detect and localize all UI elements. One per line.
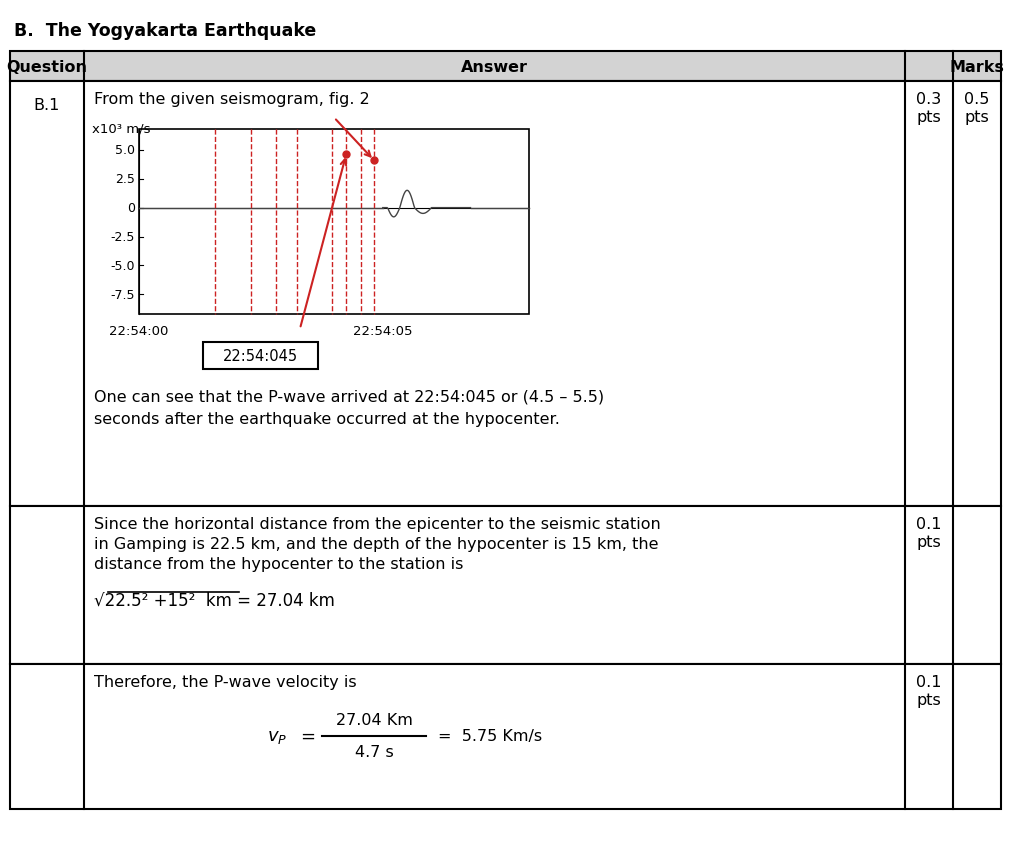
Text: =  5.75 Km/s: = 5.75 Km/s	[438, 728, 542, 744]
Text: -5.0: -5.0	[110, 259, 135, 273]
Text: 0: 0	[127, 202, 135, 215]
Bar	[203, 343, 318, 369]
Text: 22:54:05: 22:54:05	[353, 325, 412, 338]
Text: -7.5: -7.5	[110, 288, 135, 301]
Text: pts: pts	[964, 110, 990, 125]
Text: x10³ m/s: x10³ m/s	[92, 122, 151, 135]
Text: One can see that the P-wave arrived at 22:54:045 or (4.5 – 5.5): One can see that the P-wave arrived at 2…	[94, 390, 605, 404]
Bar	[139, 130, 529, 315]
Text: Answer: Answer	[461, 60, 528, 74]
Text: √22.5² +15²  km = 27.04 km: √22.5² +15² km = 27.04 km	[94, 591, 335, 609]
Bar	[10, 507, 1001, 664]
Text: Since the horizontal distance from the epicenter to the seismic station: Since the horizontal distance from the e…	[94, 516, 661, 531]
Text: pts: pts	[917, 110, 941, 125]
Text: Question: Question	[6, 60, 88, 74]
Text: distance from the hypocenter to the station is: distance from the hypocenter to the stat…	[94, 556, 463, 572]
Text: B.  The Yogyakarta Earthquake: B. The Yogyakarta Earthquake	[14, 22, 316, 40]
Text: seconds after the earthquake occurred at the hypocenter.: seconds after the earthquake occurred at…	[94, 411, 560, 426]
Text: 0.3: 0.3	[916, 92, 941, 107]
Text: B.1: B.1	[33, 98, 61, 113]
Bar	[10, 664, 1001, 809]
Text: 0.1: 0.1	[916, 674, 942, 689]
Text: 27.04 Km: 27.04 Km	[336, 712, 412, 728]
Text: -2.5: -2.5	[110, 231, 135, 244]
Text: 0.1: 0.1	[916, 516, 942, 531]
Text: in Gamping is 22.5 km, and the depth of the hypocenter is 15 km, the: in Gamping is 22.5 km, and the depth of …	[94, 537, 658, 551]
Text: pts: pts	[917, 692, 941, 707]
Text: Therefore, the P-wave velocity is: Therefore, the P-wave velocity is	[94, 674, 357, 689]
Text: $v_P$: $v_P$	[267, 727, 287, 746]
Text: 0.5: 0.5	[964, 92, 990, 107]
Bar	[10, 82, 1001, 507]
Text: pts: pts	[917, 534, 941, 549]
Text: From the given seismogram, fig. 2: From the given seismogram, fig. 2	[94, 92, 370, 107]
Bar	[10, 52, 1001, 82]
Text: =: =	[300, 727, 315, 746]
Text: 5.0: 5.0	[115, 144, 135, 157]
Text: 2.5: 2.5	[115, 173, 135, 186]
Text: 22:54:045: 22:54:045	[223, 349, 298, 363]
Text: Marks: Marks	[949, 60, 1005, 74]
Text: 4.7 s: 4.7 s	[355, 745, 393, 760]
Text: 22:54:00: 22:54:00	[109, 325, 169, 338]
